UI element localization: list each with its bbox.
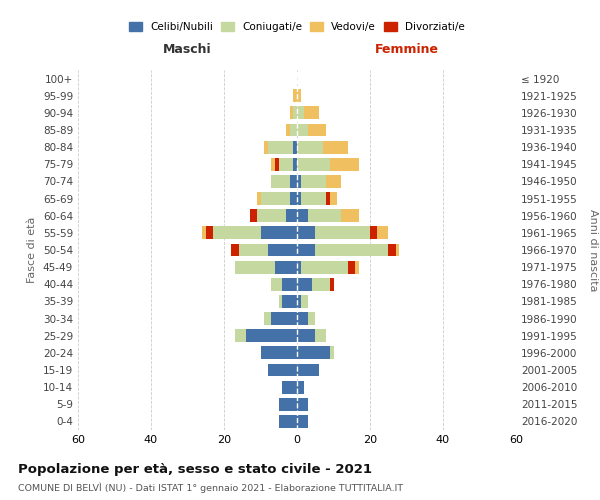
Bar bbox=[275, 260, 297, 274]
Bar bbox=[206, 226, 213, 239]
Bar bbox=[297, 124, 308, 136]
Bar bbox=[297, 260, 301, 274]
Y-axis label: Anni di nascita: Anni di nascita bbox=[589, 209, 598, 291]
Bar bbox=[297, 295, 301, 308]
Bar bbox=[297, 226, 315, 239]
Bar bbox=[271, 158, 275, 170]
Bar bbox=[315, 244, 388, 256]
Bar bbox=[286, 210, 297, 222]
Bar bbox=[279, 158, 293, 170]
Bar bbox=[330, 346, 334, 360]
Bar bbox=[315, 330, 326, 342]
Bar bbox=[301, 260, 348, 274]
Bar bbox=[239, 244, 268, 256]
Bar bbox=[279, 415, 297, 428]
Bar bbox=[297, 364, 319, 376]
Bar bbox=[297, 244, 315, 256]
Bar bbox=[279, 398, 297, 410]
Bar bbox=[293, 90, 297, 102]
Bar bbox=[301, 175, 326, 188]
Y-axis label: Fasce di età: Fasce di età bbox=[28, 217, 37, 283]
Bar bbox=[268, 244, 297, 256]
Text: COMUNE DI BELVÌ (NU) - Dati ISTAT 1° gennaio 2021 - Elaborazione TUTTITALIA.IT: COMUNE DI BELVÌ (NU) - Dati ISTAT 1° gen… bbox=[18, 482, 403, 493]
Bar bbox=[297, 415, 308, 428]
Bar bbox=[246, 330, 297, 342]
Bar bbox=[283, 380, 297, 394]
Bar bbox=[315, 226, 370, 239]
Bar bbox=[290, 175, 297, 188]
Bar bbox=[264, 312, 271, 325]
Bar bbox=[297, 192, 301, 205]
Bar bbox=[283, 295, 297, 308]
Bar bbox=[301, 295, 308, 308]
Bar bbox=[297, 346, 330, 360]
Bar bbox=[290, 124, 297, 136]
Bar bbox=[271, 278, 283, 290]
Bar bbox=[290, 192, 297, 205]
Bar bbox=[290, 106, 293, 120]
Bar bbox=[260, 192, 290, 205]
Bar bbox=[348, 260, 355, 274]
Bar bbox=[297, 380, 304, 394]
Bar bbox=[268, 140, 293, 153]
Text: Maschi: Maschi bbox=[163, 44, 212, 57]
Bar bbox=[293, 140, 297, 153]
Bar bbox=[308, 210, 341, 222]
Bar bbox=[330, 278, 334, 290]
Bar bbox=[250, 210, 257, 222]
Bar bbox=[323, 140, 348, 153]
Bar bbox=[301, 192, 326, 205]
Bar bbox=[235, 330, 246, 342]
Bar bbox=[257, 192, 260, 205]
Bar bbox=[341, 210, 359, 222]
Bar bbox=[297, 140, 323, 153]
Bar bbox=[235, 260, 275, 274]
Bar bbox=[297, 175, 301, 188]
Bar bbox=[377, 226, 388, 239]
Bar bbox=[293, 106, 297, 120]
Bar bbox=[308, 312, 315, 325]
Bar bbox=[260, 226, 297, 239]
Bar bbox=[293, 158, 297, 170]
Bar bbox=[271, 175, 290, 188]
Bar bbox=[311, 278, 330, 290]
Bar bbox=[297, 312, 308, 325]
Bar bbox=[286, 124, 290, 136]
Bar bbox=[326, 175, 341, 188]
Bar bbox=[297, 90, 301, 102]
Bar bbox=[283, 278, 297, 290]
Bar bbox=[395, 244, 399, 256]
Bar bbox=[279, 295, 283, 308]
Bar bbox=[264, 140, 268, 153]
Bar bbox=[304, 106, 319, 120]
Bar bbox=[308, 124, 326, 136]
Bar bbox=[326, 192, 330, 205]
Bar bbox=[202, 226, 206, 239]
Bar bbox=[213, 226, 260, 239]
Bar bbox=[297, 398, 308, 410]
Bar bbox=[268, 364, 297, 376]
Bar bbox=[370, 226, 377, 239]
Bar bbox=[297, 106, 304, 120]
Bar bbox=[232, 244, 239, 256]
Bar bbox=[330, 158, 359, 170]
Bar bbox=[297, 210, 308, 222]
Bar bbox=[297, 330, 315, 342]
Text: Popolazione per età, sesso e stato civile - 2021: Popolazione per età, sesso e stato civil… bbox=[18, 462, 372, 475]
Bar bbox=[257, 210, 286, 222]
Bar bbox=[388, 244, 395, 256]
Legend: Celibi/Nubili, Coniugati/e, Vedovi/e, Divorziati/e: Celibi/Nubili, Coniugati/e, Vedovi/e, Di… bbox=[125, 18, 469, 36]
Bar bbox=[260, 346, 297, 360]
Bar bbox=[275, 158, 279, 170]
Text: Femmine: Femmine bbox=[374, 44, 439, 57]
Bar bbox=[297, 278, 311, 290]
Bar bbox=[297, 158, 330, 170]
Bar bbox=[355, 260, 359, 274]
Bar bbox=[271, 312, 297, 325]
Bar bbox=[330, 192, 337, 205]
